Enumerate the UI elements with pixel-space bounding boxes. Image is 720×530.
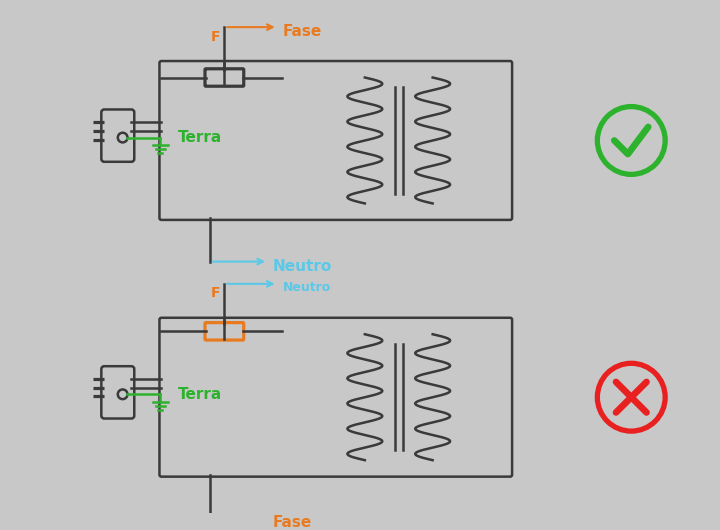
FancyBboxPatch shape bbox=[102, 366, 134, 419]
Circle shape bbox=[118, 390, 127, 399]
Text: Fase: Fase bbox=[273, 515, 312, 530]
Circle shape bbox=[118, 132, 127, 143]
Text: F: F bbox=[211, 30, 220, 43]
FancyBboxPatch shape bbox=[205, 323, 244, 340]
FancyBboxPatch shape bbox=[159, 318, 512, 476]
Text: Neutro: Neutro bbox=[273, 259, 332, 273]
FancyBboxPatch shape bbox=[159, 61, 512, 220]
Text: Terra: Terra bbox=[178, 130, 222, 145]
FancyBboxPatch shape bbox=[205, 69, 244, 86]
FancyBboxPatch shape bbox=[102, 110, 134, 162]
Text: Terra: Terra bbox=[178, 387, 222, 402]
Text: F: F bbox=[211, 286, 220, 301]
Text: Neutro: Neutro bbox=[282, 281, 330, 294]
Text: Fase: Fase bbox=[282, 24, 322, 39]
